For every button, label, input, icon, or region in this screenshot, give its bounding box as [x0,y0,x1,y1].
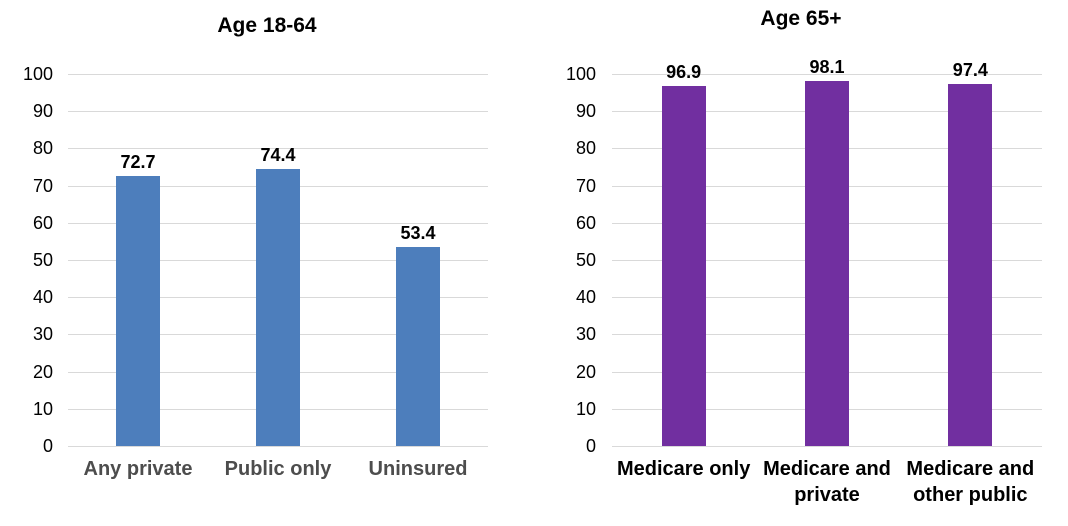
bar-uninsured [396,247,440,446]
plot-area: 96.9 98.1 97.4 [612,57,1042,447]
y-axis-tick-label: 90 [32,101,53,122]
x-axis-category-label: Uninsured [368,458,468,480]
y-axis-tick-label: 10 [575,398,596,419]
chart-title: Age 65+ [760,7,842,30]
bar-value-label: 72.7 [120,151,156,172]
x-axis-category-label: Any private [83,458,193,480]
y-axis-tick-label: 70 [32,175,53,196]
y-axis-tick-label: 40 [32,287,53,308]
y-axis-tick-label: 10 [32,398,53,419]
x-axis: Medicare only Medicare and private Medicar… [612,456,1042,516]
bar-medicare-only [661,85,706,446]
gridline-80 [68,148,488,150]
y-axis-tick-label: 30 [575,324,596,345]
bar-value-label: 96.9 [666,61,702,82]
y-axis-tick-label: 60 [575,212,596,233]
x-axis-category-label: Medicare only [616,458,751,480]
x-axis-category-label: Medicare and other public [906,458,1035,506]
y-axis-tick-label: 100 [565,64,596,84]
y-axis-tick-label: 70 [575,175,596,196]
x-axis-category-label: Public only [224,458,332,480]
x-axis-category-label: Medicare and private [763,458,891,506]
y-axis-tick-label: 20 [32,361,53,382]
gridline-100 [612,74,1042,75]
chart-age-65-plus: Age 65+ 0 10 20 30 40 50 60 70 80 90 100 96.9 98.1 9… [534,0,1068,526]
y-axis-tick-label: 40 [575,287,596,308]
y-axis-tick-label: 30 [32,324,53,345]
y-axis-tick-label: 80 [575,138,596,159]
y-axis-tick-label: 90 [575,101,596,122]
bar-value-label: 97.4 [952,59,988,80]
gridline-0 [68,446,488,447]
gridline-0 [612,446,1042,447]
y-axis-tick-label: 80 [32,138,53,159]
y-axis-tick-label: 0 [42,436,53,456]
y-axis-tick-label: 20 [575,361,596,382]
bar-medicare-and-private [805,81,849,446]
y-axis-tick-label: 50 [575,250,596,270]
y-axis-tick-label: 100 [22,64,53,84]
y-axis-tick-label: 50 [32,250,53,270]
bar-value-label: 98.1 [809,57,845,78]
y-axis: 0 10 20 30 40 50 60 70 80 90 100 [534,64,596,456]
bar-any-private [115,175,160,446]
chart-age-18-64: Age 18-64 0 10 20 30 40 50 60 70 80 90 100 72.7 74.… [0,14,488,516]
x-axis: Any private Public only Uninsured [68,456,488,516]
gridline-90 [68,111,488,113]
chart-title: Age 18-64 [217,14,317,37]
gridline-100 [68,74,488,75]
bar-medicare-and-other-public [948,83,993,446]
y-axis: 0 10 20 30 40 50 60 70 80 90 100 [0,64,53,456]
bar-value-label: 53.4 [400,223,436,244]
bar-value-label: 74.4 [260,145,296,166]
bar-public-only [256,169,300,446]
plot-area: 72.7 74.4 53.4 [68,74,488,447]
y-axis-tick-label: 60 [32,212,53,233]
y-axis-tick-label: 0 [585,436,596,456]
